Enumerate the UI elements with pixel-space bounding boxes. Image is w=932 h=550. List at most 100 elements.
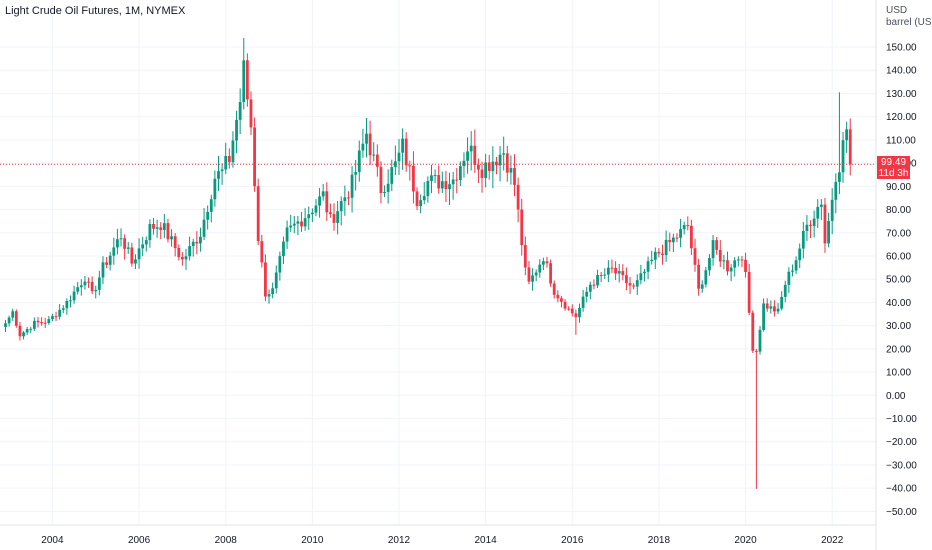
candle-body xyxy=(736,259,740,261)
candle-body xyxy=(419,200,423,207)
candle xyxy=(791,264,794,277)
candle-body xyxy=(36,320,40,323)
candle-body xyxy=(195,241,199,244)
candle-body xyxy=(718,249,722,262)
candle-body xyxy=(498,154,502,166)
candle xyxy=(776,302,780,315)
y-tick-label: 0.00 xyxy=(886,391,906,402)
candle-body xyxy=(661,253,664,256)
candle xyxy=(307,206,311,230)
candle xyxy=(693,238,697,272)
candle-body xyxy=(617,271,621,274)
candle xyxy=(155,219,159,238)
unit-label[interactable]: barrel (US) xyxy=(886,17,932,28)
candle xyxy=(563,299,567,311)
candle-body xyxy=(700,284,704,289)
candle xyxy=(477,158,480,184)
candle xyxy=(372,142,376,162)
candle-body xyxy=(477,165,480,170)
candle-body xyxy=(368,133,372,156)
candle-body xyxy=(812,218,816,226)
candle xyxy=(32,317,36,332)
candle-body xyxy=(61,308,65,310)
candle xyxy=(401,128,404,170)
candle xyxy=(72,285,76,304)
candle xyxy=(827,212,830,248)
candle-body xyxy=(278,256,282,273)
candle-body xyxy=(155,227,159,229)
candle-body xyxy=(336,211,340,223)
candle xyxy=(282,236,285,265)
candle-body xyxy=(433,175,437,177)
candle-body xyxy=(87,281,90,283)
candle xyxy=(487,154,491,180)
y-tick-label: −50.00 xyxy=(886,507,917,518)
candle-body xyxy=(245,60,249,100)
candle-body xyxy=(54,316,58,318)
candle-body xyxy=(787,271,791,285)
candle xyxy=(390,159,394,192)
price-axis[interactable]: 150.00140.00130.00120.00110.00100.0090.0… xyxy=(886,43,917,518)
candle-body xyxy=(495,161,498,166)
candle xyxy=(419,194,423,214)
candle xyxy=(36,317,40,328)
y-tick-label: 90.00 xyxy=(886,182,911,193)
candle xyxy=(166,218,170,243)
candle xyxy=(51,313,54,322)
candle-body xyxy=(585,291,589,297)
candle-body xyxy=(94,289,98,292)
candle xyxy=(816,199,820,229)
candle-body xyxy=(794,260,798,271)
candle-body xyxy=(643,271,646,274)
candle xyxy=(679,218,682,248)
candle-body xyxy=(199,236,202,244)
candle xyxy=(130,242,134,267)
candle xyxy=(116,228,119,255)
candle xyxy=(686,216,690,231)
candle-body xyxy=(350,174,354,198)
candle-body xyxy=(708,258,711,271)
candle xyxy=(271,282,275,299)
candle-body xyxy=(527,267,531,282)
candle xyxy=(625,267,628,291)
candle-body xyxy=(697,264,701,289)
x-tick-label: 2022 xyxy=(821,535,844,546)
candle-body xyxy=(664,239,668,256)
candle xyxy=(357,140,361,182)
candle-body xyxy=(242,60,246,103)
candle xyxy=(231,131,235,168)
candle-body xyxy=(206,211,210,220)
y-tick-label: −10.00 xyxy=(886,414,917,425)
candle xyxy=(715,237,719,255)
candle xyxy=(819,199,823,221)
candle-body xyxy=(361,143,365,151)
candle-body xyxy=(285,227,289,242)
x-tick-label: 2008 xyxy=(215,535,238,546)
candle xyxy=(318,187,321,218)
candle-body xyxy=(264,262,267,297)
candle xyxy=(538,259,542,278)
candle-body xyxy=(809,224,812,226)
y-tick-label: 60.00 xyxy=(886,251,911,262)
candle xyxy=(184,248,188,270)
candle xyxy=(54,311,58,322)
time-axis[interactable]: 2004 2006 2008 2010 2012 2014 2016 2018 2020 2022 xyxy=(41,535,843,546)
candle xyxy=(18,321,22,341)
candle-body xyxy=(90,281,94,292)
y-tick-label: −20.00 xyxy=(886,437,917,448)
candle xyxy=(603,268,607,279)
candle xyxy=(4,319,7,332)
candle-body xyxy=(668,239,672,243)
candle-body xyxy=(592,284,596,286)
y-tick-label: 150.00 xyxy=(886,43,917,54)
candle-body xyxy=(426,180,430,197)
candle xyxy=(412,151,415,204)
x-tick-label: 2014 xyxy=(475,535,498,546)
candle xyxy=(386,169,390,204)
candle-body xyxy=(581,296,585,308)
candle xyxy=(347,191,350,206)
candle-body xyxy=(412,165,415,192)
candle-body xyxy=(819,204,823,207)
candle-body xyxy=(173,236,177,249)
